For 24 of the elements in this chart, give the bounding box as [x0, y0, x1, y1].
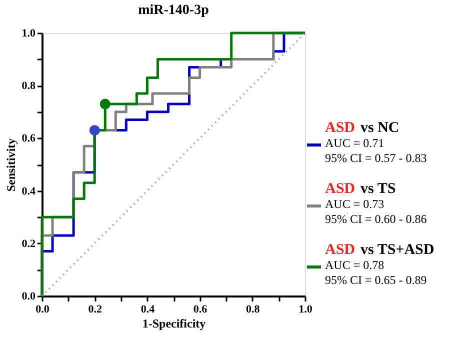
x-tick-label: 0.0	[36, 304, 50, 316]
text: AUC = 0.78	[325, 258, 384, 272]
text: AUC = 0.71	[325, 136, 384, 150]
text: 95% CI = 0.65 - 0.89	[325, 273, 427, 287]
y-tick-label: 0.0	[22, 290, 36, 302]
text: ASD vs NC	[325, 120, 400, 136]
text: 95% CI = 0.60 - 0.86	[325, 212, 427, 226]
text: ASD vs TS	[325, 181, 396, 197]
y-axis-title: Sensitivity	[4, 138, 18, 192]
x-tick-label: 0.2	[88, 304, 102, 316]
y-tick-label: 0.6	[22, 132, 36, 145]
x-tick-label: 0.4	[140, 304, 156, 316]
text: 95% CI = 0.57 - 0.83	[325, 151, 427, 165]
y-tick-label: 1.0	[22, 28, 36, 40]
text: ASD vs TS+ASD	[325, 242, 434, 258]
chart-title: miR-140-3p	[138, 3, 210, 18]
y-tick-label: 0.2	[22, 238, 36, 250]
x-axis-title: 1-Specificity	[142, 316, 206, 330]
x-tick-label: 0.6	[193, 304, 208, 316]
text: AUC = 0.73	[325, 197, 384, 211]
y-tick-label: 0.8	[22, 80, 36, 92]
y-tick-label: 0.4	[22, 185, 36, 198]
x-tick-label: 0.8	[246, 304, 260, 316]
x-tick-label: 1.0	[298, 304, 313, 316]
